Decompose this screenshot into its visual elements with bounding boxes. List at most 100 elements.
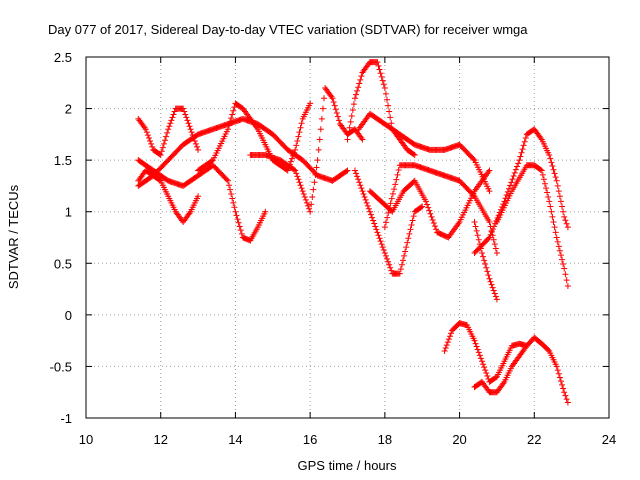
data-point-interp [386,108,393,115]
data-point-interp [512,166,519,173]
y-tick-label: 0 [65,308,72,323]
data-point-interp [402,248,409,255]
data-point-interp [395,167,402,174]
data-point-interp [537,166,544,173]
data-point-interp [397,266,404,273]
data-point-interp [321,95,328,102]
data-point [561,213,568,220]
y-tick-label: -1 [60,411,72,426]
data-point-interp [426,207,433,214]
data-point-interp [475,349,482,356]
data-point-interp [388,195,395,202]
data-point-interp [298,120,305,127]
data-point [187,126,194,133]
data-point-interp [560,208,567,215]
data-point-interp [391,186,398,193]
data-point-interp [303,199,310,206]
data-point-interp [294,137,301,144]
data-point-interp [562,271,569,278]
data-point-interp [472,223,479,230]
data-point-interp [407,226,414,233]
data-point [299,188,306,195]
data-point-interp [385,209,392,216]
y-tick-label: 1 [65,205,72,220]
data-point-interp [488,228,495,235]
data-point-interp [234,216,241,223]
data-point-interp [385,102,392,109]
data-point-interp [388,120,395,127]
data-point-interp [563,220,570,227]
data-point [307,100,314,107]
data-point-interp [312,171,319,178]
data-point [381,224,388,231]
data-point-interp [425,204,432,211]
data-point-interp [168,117,175,124]
data-point-interp [298,185,305,192]
grid-layer [86,57,609,418]
data-point-interp [293,170,300,177]
data-point-interp [398,261,405,268]
data-point-interp [557,198,564,205]
data-point-interp [295,133,302,140]
data-point-interp [557,252,564,259]
data-point [359,136,366,143]
y-axis-label: SDTVAR / TECUs [6,184,21,289]
data-point-interp [183,114,190,121]
data-point-interp [485,235,492,242]
data-point [165,126,172,133]
data-point-interp [238,230,245,237]
data-point-interp [233,212,240,219]
data-point [564,282,571,289]
data-point-interp [169,114,176,121]
data-point [478,249,485,256]
data-point-interp [563,396,570,403]
data-point-interp [560,261,567,268]
data-point-interp [355,176,362,183]
data-point-interp [552,229,559,236]
data-point-interp [302,196,309,203]
data-point-interp [384,214,391,221]
data-point-interp [418,204,425,211]
data-point-interp [443,342,450,349]
data-point-interp [346,124,353,131]
data-point-interp [295,176,302,183]
data-point-interp [354,173,361,180]
data-point-interp [556,374,563,381]
data-point [419,203,426,210]
data-point [292,167,299,174]
data-point [351,95,358,102]
data-point-interp [373,226,380,233]
data-point-interp [500,380,507,387]
data-point-interp [475,236,482,243]
data-point-interp [386,205,393,212]
data-point-interp [228,115,235,122]
data-point [284,167,291,174]
data-point-interp [160,140,167,147]
data-point-interp [315,146,322,153]
data-point-interp [360,191,367,198]
data-point-interp [223,176,230,183]
data-point-interp [356,80,363,87]
data-point-interp [369,214,376,221]
data-point-interp [507,182,514,189]
data-point-interp [305,202,312,209]
data-point-interp [387,114,394,121]
data-point-interp [334,113,341,120]
data-point-interp [353,170,360,177]
data-point-interp [377,238,384,245]
data-point-interp [370,217,377,224]
data-point-interp [358,185,365,192]
x-axis-label: GPS time / hours [298,458,397,473]
data-point-interp [291,149,298,156]
data-point-interp [376,66,383,73]
data-point-interp [166,123,173,130]
data-point-interp [383,219,390,226]
data-point-interp [551,224,558,231]
data-point-interp [394,171,401,178]
data-point-interp [377,70,384,77]
data-point-interp [544,189,551,196]
data-point-interp [372,223,379,230]
data-point-interp [509,176,516,183]
data-point-interp [226,182,233,189]
